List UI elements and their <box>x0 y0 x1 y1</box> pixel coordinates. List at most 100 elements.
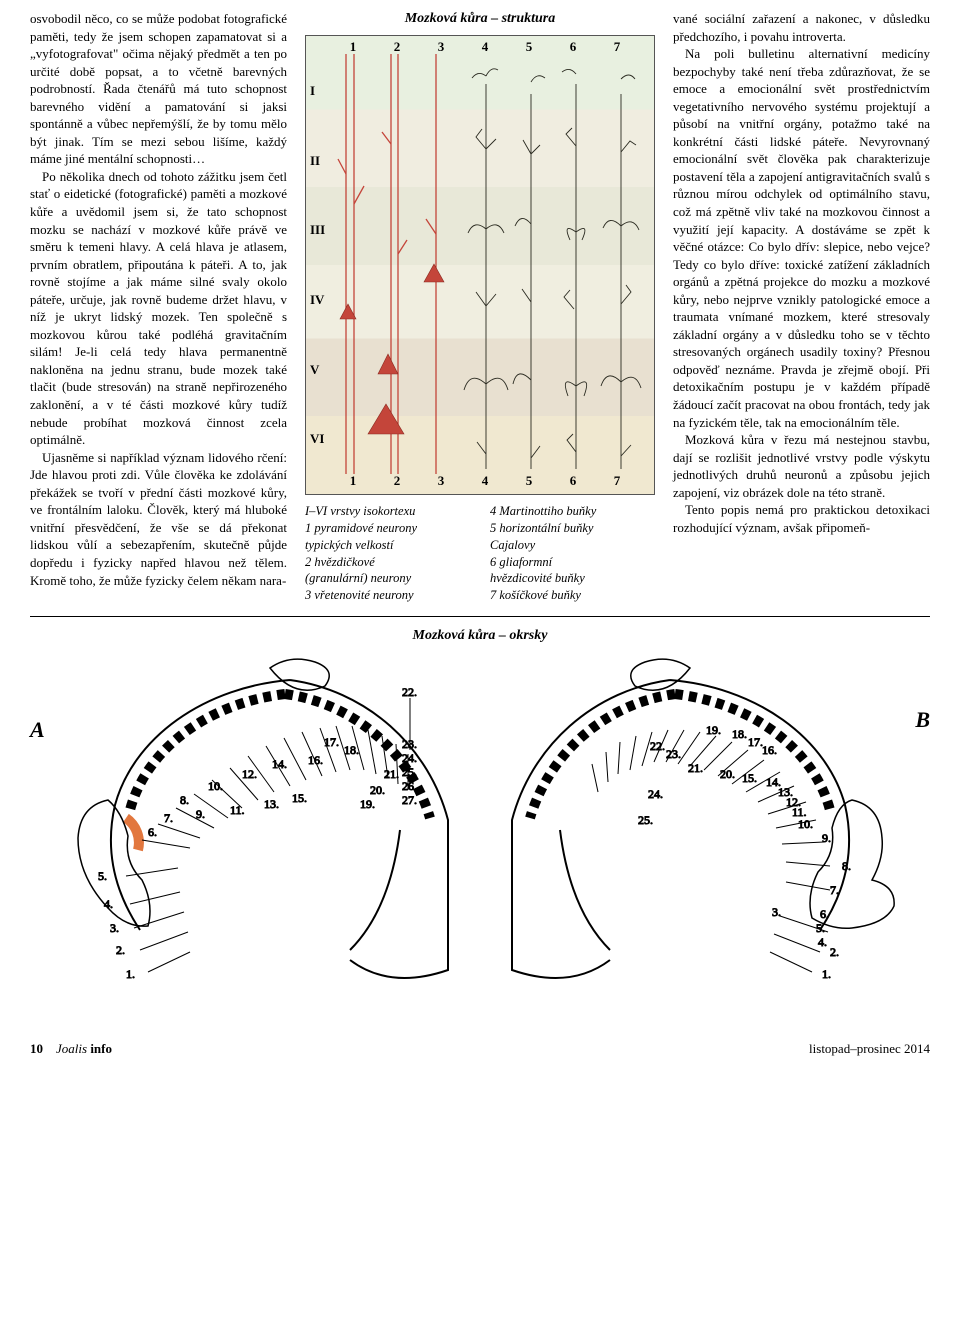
svg-text:15.: 15. <box>292 791 307 805</box>
upper-section: osvobodil něco, co se může podobat fotog… <box>30 10 930 604</box>
footer-left: 10 Joalis info <box>30 1040 112 1058</box>
svg-text:9.: 9. <box>196 807 205 821</box>
neuron-sketches <box>326 54 650 476</box>
svg-text:21.: 21. <box>384 767 399 781</box>
row-labels: I II III IV V VI <box>310 56 325 474</box>
svg-text:14.: 14. <box>272 757 287 771</box>
svg-text:25.: 25. <box>402 765 417 779</box>
col-label: 7 <box>614 472 621 490</box>
svg-text:18.: 18. <box>732 727 747 741</box>
divider <box>30 616 930 617</box>
body-paragraph: Po několika dnech od tohoto zážitku jsem… <box>30 168 287 449</box>
legend-right: 4 Martinottiho buňky 5 horizontální buňk… <box>490 503 655 604</box>
svg-text:21.: 21. <box>688 761 703 775</box>
col-label: 3 <box>438 472 445 490</box>
svg-text:5.: 5. <box>98 869 107 883</box>
svg-text:19.: 19. <box>706 723 721 737</box>
page-number: 10 <box>30 1041 43 1056</box>
svg-text:25.: 25. <box>638 813 653 827</box>
row-label: III <box>310 221 325 239</box>
col-label: 3 <box>438 38 445 56</box>
svg-text:6.: 6. <box>820 907 829 921</box>
body-paragraph: Tento popis nemá pro praktickou detoxika… <box>673 501 930 536</box>
svg-text:16.: 16. <box>308 753 323 767</box>
left-text-column: osvobodil něco, co se může podobat fotog… <box>30 10 287 604</box>
body-paragraph: Mozková kůra v řezu má nestejnou stavbu,… <box>673 431 930 501</box>
figure-okrsky: A B 1. 2. <box>30 650 930 1020</box>
svg-text:13.: 13. <box>264 797 279 811</box>
homunculus-diagram: 1. 2. 3. 4. 5. 6. 7. 8. 9. 10. 11. 12. 1… <box>30 650 930 1020</box>
row-label: I <box>310 82 325 100</box>
svg-text:3.: 3. <box>110 921 119 935</box>
body-paragraph: Na poli bulletinu alternativní medicíny … <box>673 45 930 431</box>
svg-text:1.: 1. <box>822 967 831 981</box>
svg-text:1.: 1. <box>126 967 135 981</box>
svg-text:7.: 7. <box>830 883 839 897</box>
col-label: 1 <box>350 38 357 56</box>
figure2-title: Mozková kůra – okrsky <box>30 627 930 646</box>
figure-title: Mozková kůra – struktura <box>305 10 655 29</box>
svg-text:14.: 14. <box>766 775 781 789</box>
footer-date: listopad–prosinec 2014 <box>809 1040 930 1058</box>
svg-text:4.: 4. <box>818 935 827 949</box>
svg-text:17.: 17. <box>748 735 763 749</box>
row-label: II <box>310 152 325 170</box>
body-paragraph: Ujasněme si například význam lidového rč… <box>30 449 287 589</box>
label-A: A <box>30 715 45 745</box>
col-label: 7 <box>614 38 621 56</box>
svg-text:20.: 20. <box>720 767 735 781</box>
svg-text:17.: 17. <box>324 735 339 749</box>
svg-text:10.: 10. <box>208 779 223 793</box>
col-label: 6 <box>570 472 577 490</box>
svg-text:19.: 19. <box>360 797 375 811</box>
svg-text:23.: 23. <box>402 737 417 751</box>
svg-text:11.: 11. <box>230 803 245 817</box>
svg-text:12.: 12. <box>242 767 257 781</box>
svg-text:8.: 8. <box>180 793 189 807</box>
col-label: 4 <box>482 472 489 490</box>
brand-name: Joalis <box>56 1041 87 1056</box>
page: osvobodil něco, co se může podobat fotog… <box>0 0 960 1078</box>
svg-text:23.: 23. <box>666 747 681 761</box>
col-label: 6 <box>570 38 577 56</box>
svg-text:2.: 2. <box>830 945 839 959</box>
body-paragraph: osvobodil něco, co se může podobat fotog… <box>30 10 287 168</box>
col-label: 1 <box>350 472 357 490</box>
svg-text:7.: 7. <box>164 811 173 825</box>
row-label: IV <box>310 291 325 309</box>
legend-left: I–VI vrstvy isokortexu 1 pyramidové neur… <box>305 503 470 604</box>
svg-text:9.: 9. <box>822 831 831 845</box>
svg-text:27.: 27. <box>402 793 417 807</box>
svg-text:10.: 10. <box>798 817 813 831</box>
svg-text:22.: 22. <box>402 685 417 699</box>
svg-text:24.: 24. <box>402 751 417 765</box>
figure-legend: I–VI vrstvy isokortexu 1 pyramidové neur… <box>305 503 655 604</box>
brand-bold: info <box>90 1041 112 1056</box>
col-label: 2 <box>394 472 401 490</box>
brand: Joalis info <box>56 1041 112 1056</box>
svg-text:3.: 3. <box>772 905 781 919</box>
page-footer: 10 Joalis info listopad–prosinec 2014 <box>30 1040 930 1058</box>
svg-text:5.: 5. <box>816 921 825 935</box>
row-label: V <box>310 361 325 379</box>
svg-text:24.: 24. <box>648 787 663 801</box>
svg-text:8.: 8. <box>842 859 851 873</box>
column-labels-bottom: 1 2 3 4 5 6 7 <box>306 470 654 492</box>
cortex-layer-diagram: 1 2 3 4 5 6 7 I II III IV V VI <box>305 35 655 495</box>
svg-text:15.: 15. <box>742 771 757 785</box>
svg-text:18.: 18. <box>344 743 359 757</box>
col-label: 4 <box>482 38 489 56</box>
col-label: 2 <box>394 38 401 56</box>
svg-text:22.: 22. <box>650 739 665 753</box>
col-label: 5 <box>526 472 533 490</box>
svg-text:20.: 20. <box>370 783 385 797</box>
svg-text:4.: 4. <box>104 897 113 911</box>
col-label: 5 <box>526 38 533 56</box>
label-B: B <box>915 705 930 735</box>
svg-text:6.: 6. <box>148 825 157 839</box>
right-text-column: vané sociální zařazení a nakonec, v důsl… <box>673 10 930 604</box>
row-label: VI <box>310 430 325 448</box>
body-paragraph: vané sociální zařazení a nakonec, v důsl… <box>673 10 930 45</box>
svg-text:2.: 2. <box>116 943 125 957</box>
svg-text:16.: 16. <box>762 743 777 757</box>
